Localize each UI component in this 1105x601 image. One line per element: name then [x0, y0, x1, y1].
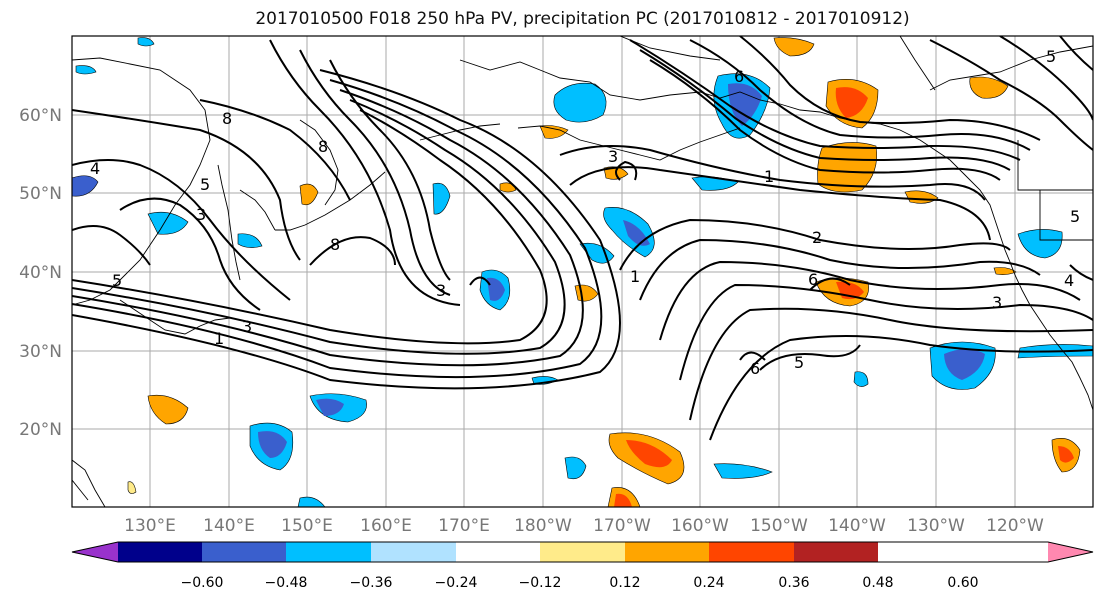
lat-label: 60°N: [19, 106, 62, 126]
colorbar-segment: [709, 542, 794, 562]
colorbar-extend-low: [72, 542, 118, 562]
contour-label: 1: [214, 329, 224, 348]
lon-label: 120°W: [986, 516, 1044, 536]
colorbar-segment: [371, 542, 456, 562]
contour-label: 3: [992, 293, 1002, 312]
latitude-labels: 60°N 50°N 40°N 30°N 20°N: [19, 106, 62, 440]
colorbar: [71, 541, 1094, 563]
lat-label: 50°N: [19, 184, 62, 204]
colorbar-tick-label: 0.36: [778, 575, 809, 591]
colorbar-segment: [794, 542, 878, 562]
contour-label: 6: [808, 270, 818, 289]
lon-label: 160°E: [360, 516, 412, 536]
contour-label: 4: [90, 159, 100, 178]
map-border: [71, 35, 1094, 508]
colorbar-outline: [71, 541, 1094, 563]
lat-label: 40°N: [19, 263, 62, 283]
colorbar-tick-label: −0.24: [435, 575, 478, 591]
contour-label: 8: [222, 109, 232, 128]
lon-label: 170°W: [593, 516, 651, 536]
lon-label: 180°W: [514, 516, 572, 536]
contour-label: 1: [764, 167, 774, 186]
colorbar-segment: [118, 542, 202, 562]
lon-label: 140°E: [203, 516, 255, 536]
lat-label: 20°N: [19, 420, 62, 440]
lon-label: 150°E: [281, 516, 333, 536]
contour-labels: 8 8 8 4 5 3 5 1 1 3 3 1 2 6 6 5 3 4 5 5: [90, 47, 1080, 378]
lon-label: 170°E: [438, 516, 490, 536]
colorbar-tick-label: −0.60: [181, 575, 224, 591]
pv-contours: [72, 36, 1093, 441]
colorbar-segment: [540, 542, 625, 562]
lon-label: 160°W: [671, 516, 729, 536]
lon-label: 130°E: [124, 516, 176, 536]
longitude-labels: 130°E 140°E 150°E 160°E 170°E 180°W 170°…: [124, 516, 1044, 536]
contour-label: 5: [794, 353, 804, 372]
colorbar-segment: [286, 542, 371, 562]
contour-label: 8: [318, 137, 328, 156]
contour-label: 3: [608, 147, 618, 166]
lon-label: 130°W: [907, 516, 965, 536]
colorbar-tick-label: −0.12: [519, 575, 562, 591]
colorbar-segment: [456, 542, 540, 562]
contour-label: 5: [1070, 207, 1080, 226]
colorbar-segment: [202, 542, 286, 562]
contour-label: 3: [242, 317, 252, 336]
contour-label: 6: [734, 67, 744, 86]
contour-label: 5: [112, 271, 122, 290]
contour-label: 4: [1064, 271, 1074, 290]
map-frame: 8 8 8 4 5 3 5 1 1 3 3 1 2 6 6 5 3 4 5 5: [71, 35, 1094, 508]
contour-label: 6: [750, 359, 760, 378]
map-title: 2017010500 F018 250 hPa PV, precipitatio…: [255, 9, 910, 29]
contour-label: 1: [630, 267, 640, 286]
colorbar-tick-label: −0.36: [350, 575, 393, 591]
contour-label: 3: [196, 205, 206, 224]
colorbar-tick-label: 0.48: [862, 575, 893, 591]
colorbar-ticks: −0.60 −0.48 −0.36 −0.24 −0.12 0.12 0.24 …: [181, 575, 979, 591]
contour-label: 5: [200, 175, 210, 194]
contour-label: 5: [1046, 47, 1056, 66]
colorbar-extend-high: [1048, 542, 1093, 562]
lat-label: 30°N: [19, 342, 62, 362]
negative-anomaly-fills: [72, 37, 1093, 507]
contour-label: 2: [812, 228, 822, 247]
lon-label: 140°W: [828, 516, 886, 536]
lon-label: 150°W: [750, 516, 808, 536]
colorbar-tick-label: 0.60: [947, 575, 978, 591]
colorbar-tick-label: 0.24: [693, 575, 724, 591]
contour-label: 8: [330, 235, 340, 254]
colorbar-tick-label: −0.48: [265, 575, 308, 591]
colorbar-tick-label: 0.12: [609, 575, 640, 591]
contour-label: 3: [436, 281, 446, 300]
positive-anomaly-fills: [127, 37, 1081, 507]
colorbar-segment: [625, 542, 709, 562]
